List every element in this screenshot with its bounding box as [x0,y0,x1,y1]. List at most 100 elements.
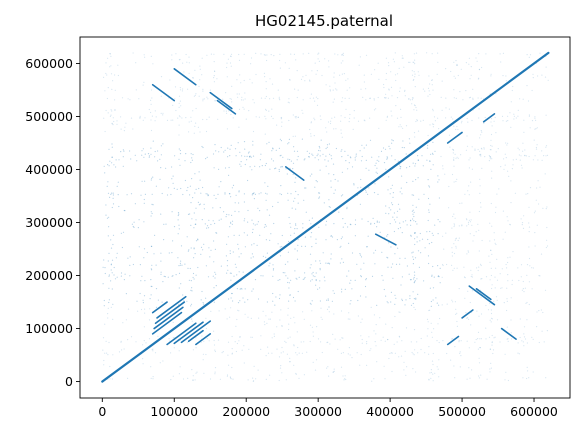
scatter-point [172,182,174,184]
scatter-point [110,114,112,116]
scatter-point [453,61,455,63]
scatter-point [441,276,443,278]
scatter-point [348,121,350,123]
scatter-point [389,193,391,195]
scatter-point [201,290,203,293]
scatter-point [480,97,482,99]
scatter-point [326,146,328,148]
scatter-point [507,115,509,117]
scatter-point [453,224,456,226]
scatter-point [133,221,135,223]
scatter-point [319,267,321,270]
scatter-point [127,377,129,379]
scatter-point [186,300,188,302]
scatter-point [191,159,193,161]
scatter-point [490,317,493,319]
scatter-point [450,70,452,73]
scatter-point [342,375,344,377]
scatter-point [378,221,380,223]
scatter-point [522,280,524,283]
scatter-point [301,352,303,354]
scatter-point [329,206,331,208]
scatter-point [267,352,270,354]
scatter-point [350,224,352,226]
scatter-point [245,118,247,120]
scatter-point [110,65,112,67]
scatter-point [215,150,217,152]
scatter-point [453,125,455,127]
scatter-point [522,98,524,100]
scatter-point [310,232,313,234]
scatter-point [490,312,493,315]
scatter-point [296,70,298,72]
scatter-point [491,318,493,320]
alignment-segment [475,287,492,301]
scatter-point [190,202,192,204]
scatter-point [319,280,321,282]
scatter-point [432,299,434,301]
scatter-point [445,68,447,70]
scatter-point [231,348,233,350]
scatter-point [178,95,181,97]
scatter-point [301,109,303,111]
scatter-point [296,96,298,99]
scatter-point [305,74,307,76]
scatter-point [187,213,190,215]
scatter-point [287,277,289,279]
scatter-point [369,97,371,99]
scatter-point [179,58,181,61]
scatter-point [345,160,347,162]
scatter-point [319,155,321,157]
scatter-point [480,134,482,136]
scatter-point [225,92,227,94]
scatter-point [280,116,282,119]
scatter-point [528,377,530,379]
scatter-point [538,275,540,277]
scatter-point [546,245,549,247]
scatter-point [251,219,253,221]
scatter-point [293,150,296,152]
scatter-point [267,346,269,348]
scatter-point [522,227,525,229]
scatter-point [202,249,204,251]
scatter-point [469,211,471,213]
scatter-point [329,89,331,91]
scatter-point [179,87,181,89]
scatter-point [336,89,338,91]
scatter-point [521,340,523,342]
scatter-point [490,73,492,75]
scatter-point [423,193,425,195]
scatter-point [501,268,503,270]
scatter-point [310,121,312,123]
scatter-point [213,330,215,332]
scatter-point [264,164,266,167]
scatter-point [117,64,119,66]
scatter-point [347,318,349,320]
scatter-point [330,155,332,157]
scatter-point [491,344,493,346]
scatter-point [415,221,417,223]
scatter-point [481,131,483,133]
scatter-point [400,116,402,118]
scatter-point [309,79,311,81]
scatter-point [255,52,257,55]
scatter-point [521,222,524,224]
scatter-point [106,217,109,219]
scatter-point [315,238,317,240]
scatter-point [469,233,471,235]
scatter-point [426,147,429,149]
scatter-point [122,149,124,151]
scatter-point [107,317,109,319]
scatter-point [109,160,111,162]
scatter-point [477,338,479,340]
scatter-point [144,153,146,155]
scatter-point [116,120,118,122]
scatter-point [108,287,110,289]
scatter-point [343,379,345,381]
scatter-point [469,221,471,223]
scatter-point [231,85,233,87]
scatter-point [451,173,454,176]
scatter-point [351,252,354,254]
scatter-point [208,340,210,342]
scatter-point [231,101,233,103]
